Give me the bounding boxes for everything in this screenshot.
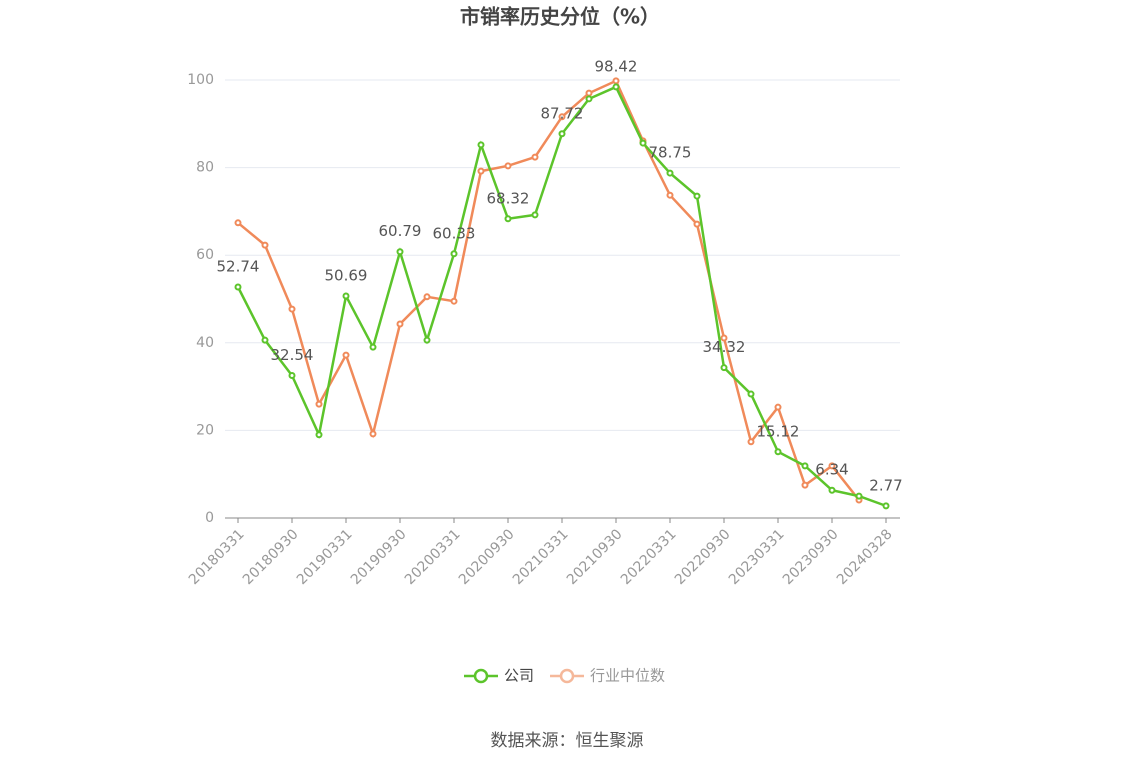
y-tick-label: 40 — [196, 335, 214, 351]
point — [774, 403, 782, 411]
chart-title: 市销率历史分位（%） — [460, 5, 660, 29]
point — [693, 220, 701, 228]
point — [612, 83, 620, 91]
point — [828, 486, 836, 494]
point — [396, 320, 404, 328]
point — [612, 77, 620, 85]
x-tick-label: 20200331 — [402, 526, 464, 588]
point — [639, 139, 647, 147]
point — [315, 431, 323, 439]
point — [477, 167, 485, 175]
x-tick-label: 20220930 — [672, 526, 734, 588]
legend-marker — [473, 668, 489, 684]
legend-label: 公司 — [504, 667, 534, 685]
point — [801, 462, 809, 470]
point — [531, 153, 539, 161]
point — [342, 351, 350, 359]
point — [423, 336, 431, 344]
legend-item: 公司 — [464, 667, 534, 685]
point — [504, 215, 512, 223]
legend-marker — [559, 668, 575, 684]
x-tick-label: 20210930 — [564, 526, 626, 588]
y-tick-label: 60 — [196, 247, 214, 263]
point — [666, 169, 674, 177]
legend-label: 行业中位数 — [590, 667, 665, 685]
y-tick-label: 100 — [187, 72, 214, 88]
data-label: 60.79 — [379, 222, 422, 240]
y-tick-label: 0 — [205, 510, 214, 526]
point — [531, 211, 539, 219]
point — [396, 248, 404, 256]
x-tick-label: 20220331 — [618, 526, 680, 588]
point — [234, 283, 242, 291]
data-label: 68.32 — [487, 189, 530, 207]
series-line — [237, 79, 860, 501]
data-label: 52.74 — [217, 257, 260, 275]
x-tick-label: 20210331 — [510, 526, 572, 588]
point — [585, 89, 593, 97]
point — [423, 293, 431, 301]
point — [234, 219, 242, 227]
point — [342, 292, 350, 300]
data-label: 60.33 — [433, 224, 476, 242]
point — [369, 343, 377, 351]
point — [585, 95, 593, 103]
point — [774, 448, 782, 456]
legend-item: 行业中位数 — [550, 667, 665, 685]
point — [450, 297, 458, 305]
x-tick-label: 20230930 — [780, 526, 842, 588]
x-tick-label: 20190930 — [348, 526, 410, 588]
point — [666, 191, 674, 199]
point — [693, 192, 701, 200]
point — [801, 481, 809, 489]
data-label: 98.42 — [595, 57, 638, 75]
point — [288, 371, 296, 379]
data-label: 34.32 — [703, 338, 746, 356]
series-line — [236, 85, 887, 508]
y-tick-label: 20 — [196, 422, 214, 438]
point — [558, 130, 566, 138]
y-tick-label: 80 — [196, 160, 214, 176]
point — [828, 462, 836, 470]
x-tick-label: 20190331 — [294, 526, 356, 588]
point — [477, 141, 485, 149]
point — [369, 430, 377, 438]
x-tick-label: 20230331 — [726, 526, 788, 588]
point — [315, 400, 323, 408]
point — [288, 305, 296, 313]
x-tick-label: 20200930 — [456, 526, 518, 588]
point — [504, 162, 512, 170]
data-label: 78.75 — [649, 144, 692, 162]
point — [261, 336, 269, 344]
point — [720, 334, 728, 342]
x-tick-label: 20240328 — [834, 526, 896, 588]
point — [747, 438, 755, 446]
data-label: 32.54 — [271, 346, 314, 364]
point — [261, 241, 269, 249]
x-tick-label: 20180930 — [240, 526, 302, 588]
point — [720, 364, 728, 372]
data-label: 6.34 — [815, 461, 848, 479]
x-tick-label: 20180331 — [186, 526, 248, 588]
point — [882, 502, 890, 510]
point — [450, 250, 458, 258]
data-label: 15.12 — [757, 422, 800, 440]
point — [855, 492, 863, 500]
point — [558, 113, 566, 121]
source: 数据来源：恒生聚源 — [491, 731, 644, 751]
data-label: 87.72 — [541, 104, 584, 122]
point — [747, 390, 755, 398]
data-label: 2.77 — [869, 476, 902, 494]
data-label: 50.69 — [325, 266, 368, 284]
